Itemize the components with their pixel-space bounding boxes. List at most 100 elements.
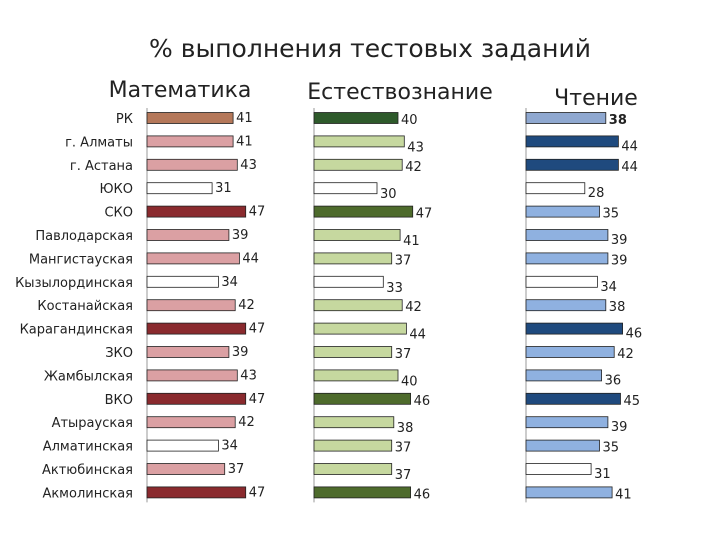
bar (313, 275, 384, 288)
category-label: Жамбылская (44, 369, 133, 384)
category-label: Костанайская (37, 299, 133, 314)
bar (313, 439, 393, 452)
bar (146, 252, 240, 265)
category-label: Мангистауская (29, 252, 133, 267)
data-label: 37 (228, 462, 245, 477)
data-label: 39 (611, 233, 628, 248)
data-label: 42 (617, 347, 634, 362)
data-label: 33 (386, 281, 403, 296)
value-labels: 4141433147394434424739434742343747404342… (215, 111, 642, 502)
bar (146, 392, 247, 405)
bar (146, 229, 230, 241)
category-labels: РК г. Алматы г. Астана ЮКО СКО Павлодарская Ма… (15, 112, 133, 501)
bar (146, 346, 230, 358)
bar (313, 463, 393, 475)
data-label: 34 (600, 280, 617, 295)
bar (146, 369, 238, 382)
bar (146, 158, 238, 171)
bar (313, 135, 405, 148)
bar (525, 486, 613, 499)
data-label: 44 (242, 251, 259, 266)
data-label: 31 (215, 181, 232, 196)
category-label: ВКО (105, 393, 133, 408)
data-label: 42 (238, 415, 255, 430)
data-label: 38 (609, 113, 627, 128)
data-label: 37 (395, 441, 412, 456)
category-label: г. Алматы (65, 135, 133, 150)
data-label: 41 (615, 487, 632, 502)
data-label: 47 (249, 485, 266, 500)
data-label: 30 (380, 187, 397, 202)
category-label: Павлодарская (35, 229, 133, 244)
data-label: 39 (232, 345, 249, 360)
data-label: 31 (594, 467, 611, 482)
data-label: 43 (240, 158, 257, 173)
data-label: 28 (588, 186, 605, 201)
category-label: РК (116, 112, 133, 127)
bar (313, 486, 411, 499)
data-label: 42 (238, 298, 255, 313)
bar (146, 322, 247, 335)
category-label: СКО (104, 206, 133, 221)
data-label: 41 (236, 134, 253, 149)
data-label: 42 (405, 300, 422, 315)
category-label: Карагандинская (20, 323, 133, 338)
panel-headers: Математика Естествознание Чтение (109, 78, 638, 111)
bar (313, 392, 411, 405)
data-label: 43 (240, 368, 257, 383)
data-label: 37 (395, 253, 412, 268)
bar (146, 299, 236, 312)
category-label: Алматинская (43, 440, 133, 455)
data-label: 40 (401, 113, 418, 128)
category-label: ЗКО (105, 346, 133, 361)
category-label: Атырауская (52, 416, 133, 431)
bar (146, 439, 219, 452)
data-label: 47 (416, 207, 433, 222)
category-label: Актюбинская (42, 463, 133, 478)
bar (313, 182, 378, 195)
data-label: 37 (395, 468, 412, 483)
bar (146, 112, 234, 124)
category-label: Кызылординская (15, 276, 133, 291)
bar (525, 205, 600, 218)
bar (313, 252, 393, 265)
data-label: 37 (395, 347, 412, 362)
bar (313, 346, 393, 358)
bar (525, 299, 607, 312)
category-label: г. Астана (70, 159, 133, 174)
bar (525, 275, 598, 288)
data-label: 46 (414, 487, 431, 502)
bar (146, 182, 213, 195)
bar (525, 439, 600, 452)
bar (525, 392, 621, 405)
data-label: 42 (405, 160, 422, 175)
data-label: 46 (626, 327, 643, 342)
bar (525, 346, 615, 358)
bar (146, 135, 234, 148)
bar (146, 416, 236, 429)
panel-header: Естествознание (307, 80, 492, 105)
bar (313, 369, 399, 382)
data-label: 45 (624, 394, 641, 409)
data-label: 44 (409, 328, 426, 343)
data-label: 34 (221, 275, 238, 290)
data-label: 43 (407, 140, 424, 155)
bar (146, 486, 247, 499)
bar (313, 229, 401, 241)
bar (525, 369, 602, 382)
data-label: 47 (249, 322, 266, 337)
data-label: 38 (609, 300, 626, 315)
panel-header: Математика (109, 78, 252, 103)
data-label: 41 (403, 234, 420, 249)
data-label: 46 (414, 394, 431, 409)
category-label: Акмолинская (42, 486, 133, 501)
bar (146, 275, 219, 288)
data-label: 36 (605, 373, 622, 388)
bar (313, 112, 399, 124)
data-label: 47 (249, 205, 266, 220)
bar (525, 182, 586, 195)
bar (525, 416, 609, 429)
panel-header: Чтение (554, 86, 638, 111)
bar (525, 229, 609, 241)
